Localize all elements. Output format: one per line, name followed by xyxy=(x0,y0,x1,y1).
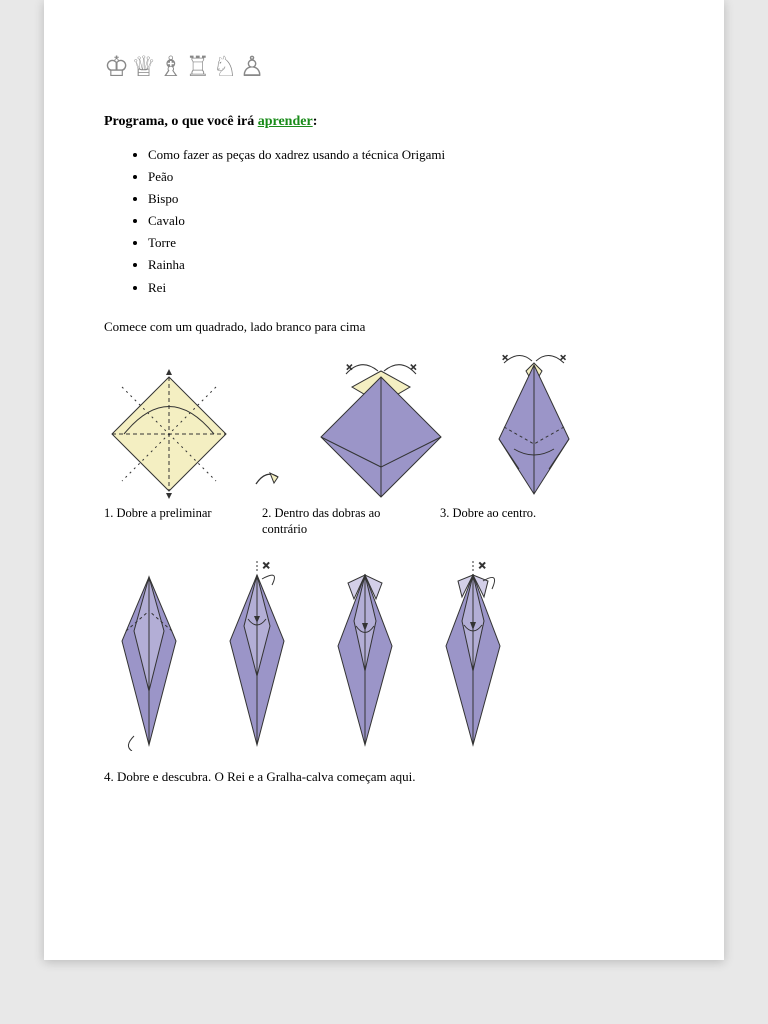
diagram-step-3: × × xyxy=(474,349,594,499)
list-item: Como fazer as peças do xadrez usando a t… xyxy=(148,144,664,166)
caption-step-4: 4. Dobre e descubra. O Rei e a Gralha-ca… xyxy=(104,769,664,785)
caption-step-3: 3. Dobre ao centro. xyxy=(440,505,570,538)
svg-text:×: × xyxy=(346,360,353,374)
bullet-list: Como fazer as peças do xadrez usando a t… xyxy=(104,144,664,299)
svg-text:✕: ✕ xyxy=(262,561,270,572)
svg-text:✕: ✕ xyxy=(478,561,486,572)
learn-link[interactable]: aprender xyxy=(258,114,313,129)
list-item: Rainha xyxy=(148,254,664,276)
diagram-step-4b: ✕ xyxy=(212,561,302,751)
list-item: Torre xyxy=(148,232,664,254)
diagram-row-2: ✕ xyxy=(104,561,664,751)
list-item: Cavalo xyxy=(148,210,664,232)
heading-prefix: Programa, o que você irá xyxy=(104,114,258,129)
diagram-step-4c xyxy=(320,561,410,751)
caption-step-2: 2. Dentro das dobras ao contrário xyxy=(262,505,422,538)
diagram-step-4a xyxy=(104,571,194,751)
list-item: Rei xyxy=(148,277,664,299)
list-item: Bispo xyxy=(148,188,664,210)
diagram-step-1 xyxy=(104,369,234,499)
heading-suffix: : xyxy=(313,114,318,129)
svg-text:×: × xyxy=(560,352,566,364)
captions-row-1: 1. Dobre a preliminar 2. Dentro das dobr… xyxy=(104,505,664,538)
diagram-step-2: × × xyxy=(306,359,456,499)
document-page: ♔♕♗♖♘♙ Programa, o que você irá aprender… xyxy=(44,0,724,960)
diagram-row-1: × × × × xyxy=(104,349,664,499)
program-heading: Programa, o que você irá aprender: xyxy=(104,114,664,130)
svg-text:×: × xyxy=(410,360,417,374)
arrow-icon xyxy=(252,459,288,499)
chess-pieces-icons: ♔♕♗♖♘♙ xyxy=(104,50,664,84)
intro-text: Comece com um quadrado, lado branco para… xyxy=(104,319,664,335)
list-item: Peão xyxy=(148,166,664,188)
diagram-step-4d: ✕ xyxy=(428,561,518,751)
svg-text:×: × xyxy=(502,352,508,364)
caption-step-1: 1. Dobre a preliminar xyxy=(104,505,244,538)
